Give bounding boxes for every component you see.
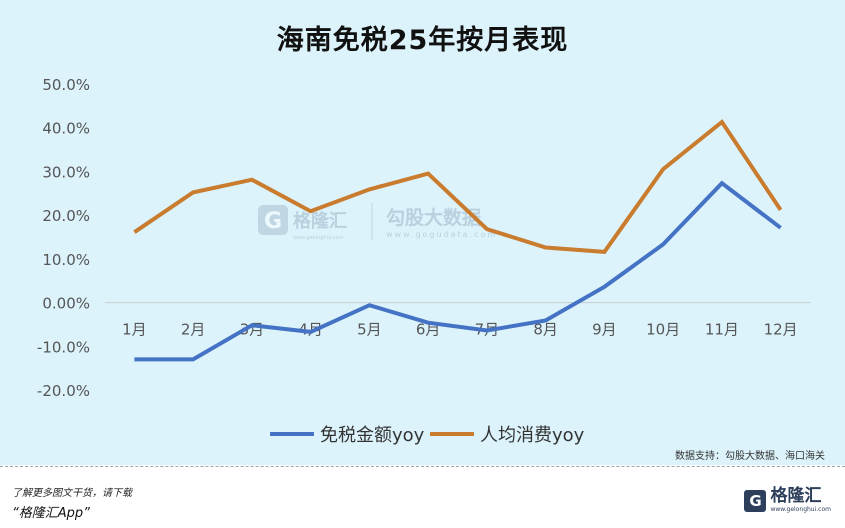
source-note: 数据支持：勾股大数据、海口海关 [675, 451, 825, 462]
legend-label-2: 人均消费yoy [480, 425, 585, 446]
x-tick-label: 11月 [705, 321, 739, 339]
y-tick-label: -20.0% [37, 382, 90, 400]
logo-mark: G [744, 489, 767, 512]
y-tick-label: 50.0% [42, 76, 90, 94]
watermark-logo-box [258, 205, 288, 235]
divider [0, 466, 845, 467]
watermark-brand: 格隆汇 [293, 210, 347, 232]
logo-text: 格隆汇 www.gelonghui.com [770, 488, 831, 513]
x-tick-label: 9月 [592, 321, 617, 339]
watermark-url: www.gogudata.com [386, 230, 497, 239]
logo-name: 格隆汇 [770, 486, 822, 506]
brand-logo: G 格隆汇 www.gelonghui.com [744, 488, 831, 513]
watermark: G 格隆汇 www.gelonghui.com 勾股大数据www.gogudata.c… [258, 203, 497, 241]
x-tick-label: 8月 [533, 321, 558, 339]
y-tick-label: 10.0% [42, 251, 90, 269]
y-tick-label: 20.0% [42, 207, 90, 225]
chart-title: 海南免税25年按月表现 [276, 25, 569, 56]
watermark-mark: G [264, 209, 282, 234]
line-chart: G 格隆汇 www.gelonghui.com 勾股大数据www.gogudata.c… [37, 76, 810, 446]
watermark-text: 勾股大数据 [386, 206, 481, 229]
promo-line: 了解更多图文干货，请下载 [12, 488, 132, 499]
logo-url: www.gelonghui.com [770, 506, 831, 513]
series-line-1 [134, 180, 782, 362]
x-tick-label: 2月 [181, 321, 206, 339]
promo-app-name: “格隆汇App” [12, 506, 90, 521]
series-line-2 [133, 119, 783, 254]
y-tick-label: 30.0% [42, 163, 90, 181]
x-tick-label: 10月 [646, 321, 680, 339]
y-tick-label: -10.0% [37, 338, 90, 356]
watermark-brand-url: www.gelonghui.com [293, 235, 344, 241]
y-tick-label: 40.0% [42, 120, 90, 138]
x-tick-label: 12月 [764, 321, 798, 339]
x-tick-label: 5月 [357, 321, 382, 339]
chart-panel [0, 0, 845, 465]
legend-label-1: 免税金额yoy [320, 425, 425, 446]
x-tick-label: 4月 [298, 321, 323, 339]
x-tick-label: 1月 [122, 321, 147, 339]
y-tick-label: 0.00% [42, 295, 90, 313]
